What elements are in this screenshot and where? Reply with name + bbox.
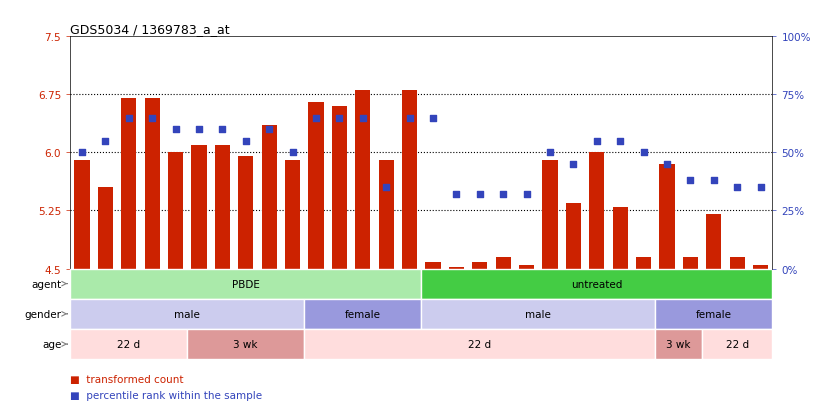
Bar <box>121 99 136 269</box>
Point <box>216 126 229 133</box>
Bar <box>566 203 581 269</box>
Bar <box>70 299 304 329</box>
Text: gender: gender <box>25 309 62 319</box>
Point <box>754 185 767 191</box>
Bar <box>262 126 277 269</box>
Bar <box>421 299 655 329</box>
Bar <box>238 157 254 269</box>
Text: age: age <box>42 339 62 349</box>
Point <box>380 185 393 191</box>
Point <box>286 150 299 156</box>
Point <box>520 191 534 198</box>
Text: 22 d: 22 d <box>468 339 491 349</box>
Bar <box>655 329 702 359</box>
Text: PBDE: PBDE <box>232 279 259 289</box>
Bar <box>74 161 89 269</box>
Text: 22 d: 22 d <box>117 339 140 349</box>
Point <box>707 178 720 184</box>
Bar <box>215 145 230 269</box>
Point <box>192 126 206 133</box>
Bar <box>449 267 464 269</box>
Bar <box>702 329 772 359</box>
Point <box>310 115 323 121</box>
Point <box>731 185 744 191</box>
Point <box>637 150 650 156</box>
Point <box>356 115 369 121</box>
Point <box>426 115 439 121</box>
Bar <box>332 107 347 269</box>
Point <box>544 150 557 156</box>
Text: ■  transformed count: ■ transformed count <box>70 374 183 384</box>
Point <box>614 138 627 145</box>
Point <box>240 138 253 145</box>
Text: ■  percentile rank within the sample: ■ percentile rank within the sample <box>70 390 263 400</box>
Bar <box>753 265 768 269</box>
Bar <box>402 91 417 269</box>
Bar <box>589 153 605 269</box>
Point <box>591 138 604 145</box>
Text: male: male <box>174 309 200 319</box>
Bar <box>192 145 206 269</box>
Point <box>450 191 463 198</box>
Bar <box>472 263 487 269</box>
Bar <box>543 161 558 269</box>
Bar <box>145 99 159 269</box>
Bar <box>729 257 745 269</box>
Bar <box>378 161 394 269</box>
Bar <box>659 165 675 269</box>
Bar <box>70 269 421 299</box>
Bar <box>308 103 324 269</box>
Bar <box>304 299 421 329</box>
Text: agent: agent <box>31 279 62 289</box>
Text: female: female <box>344 309 381 319</box>
Bar <box>188 329 304 359</box>
Text: 22 d: 22 d <box>726 339 748 349</box>
Bar <box>636 257 651 269</box>
Text: female: female <box>695 309 732 319</box>
Bar <box>97 188 113 269</box>
Bar <box>304 329 655 359</box>
Point <box>333 115 346 121</box>
Point <box>567 161 580 168</box>
Bar <box>355 91 370 269</box>
Point <box>169 126 183 133</box>
Bar <box>655 299 772 329</box>
Point <box>99 138 112 145</box>
Point <box>122 115 135 121</box>
Bar <box>168 153 183 269</box>
Bar <box>70 329 188 359</box>
Point <box>496 191 510 198</box>
Point <box>75 150 88 156</box>
Text: GDS5034 / 1369783_a_at: GDS5034 / 1369783_a_at <box>70 23 230 36</box>
Bar <box>421 269 772 299</box>
Bar <box>496 257 510 269</box>
Bar <box>706 215 721 269</box>
Point <box>684 178 697 184</box>
Bar <box>425 263 440 269</box>
Point <box>473 191 487 198</box>
Point <box>263 126 276 133</box>
Text: 3 wk: 3 wk <box>667 339 691 349</box>
Text: untreated: untreated <box>571 279 623 289</box>
Point <box>403 115 416 121</box>
Point <box>661 161 674 168</box>
Bar <box>285 161 300 269</box>
Point <box>145 115 159 121</box>
Bar <box>519 265 534 269</box>
Bar <box>683 257 698 269</box>
Text: male: male <box>525 309 551 319</box>
Bar <box>613 207 628 269</box>
Text: 3 wk: 3 wk <box>234 339 258 349</box>
